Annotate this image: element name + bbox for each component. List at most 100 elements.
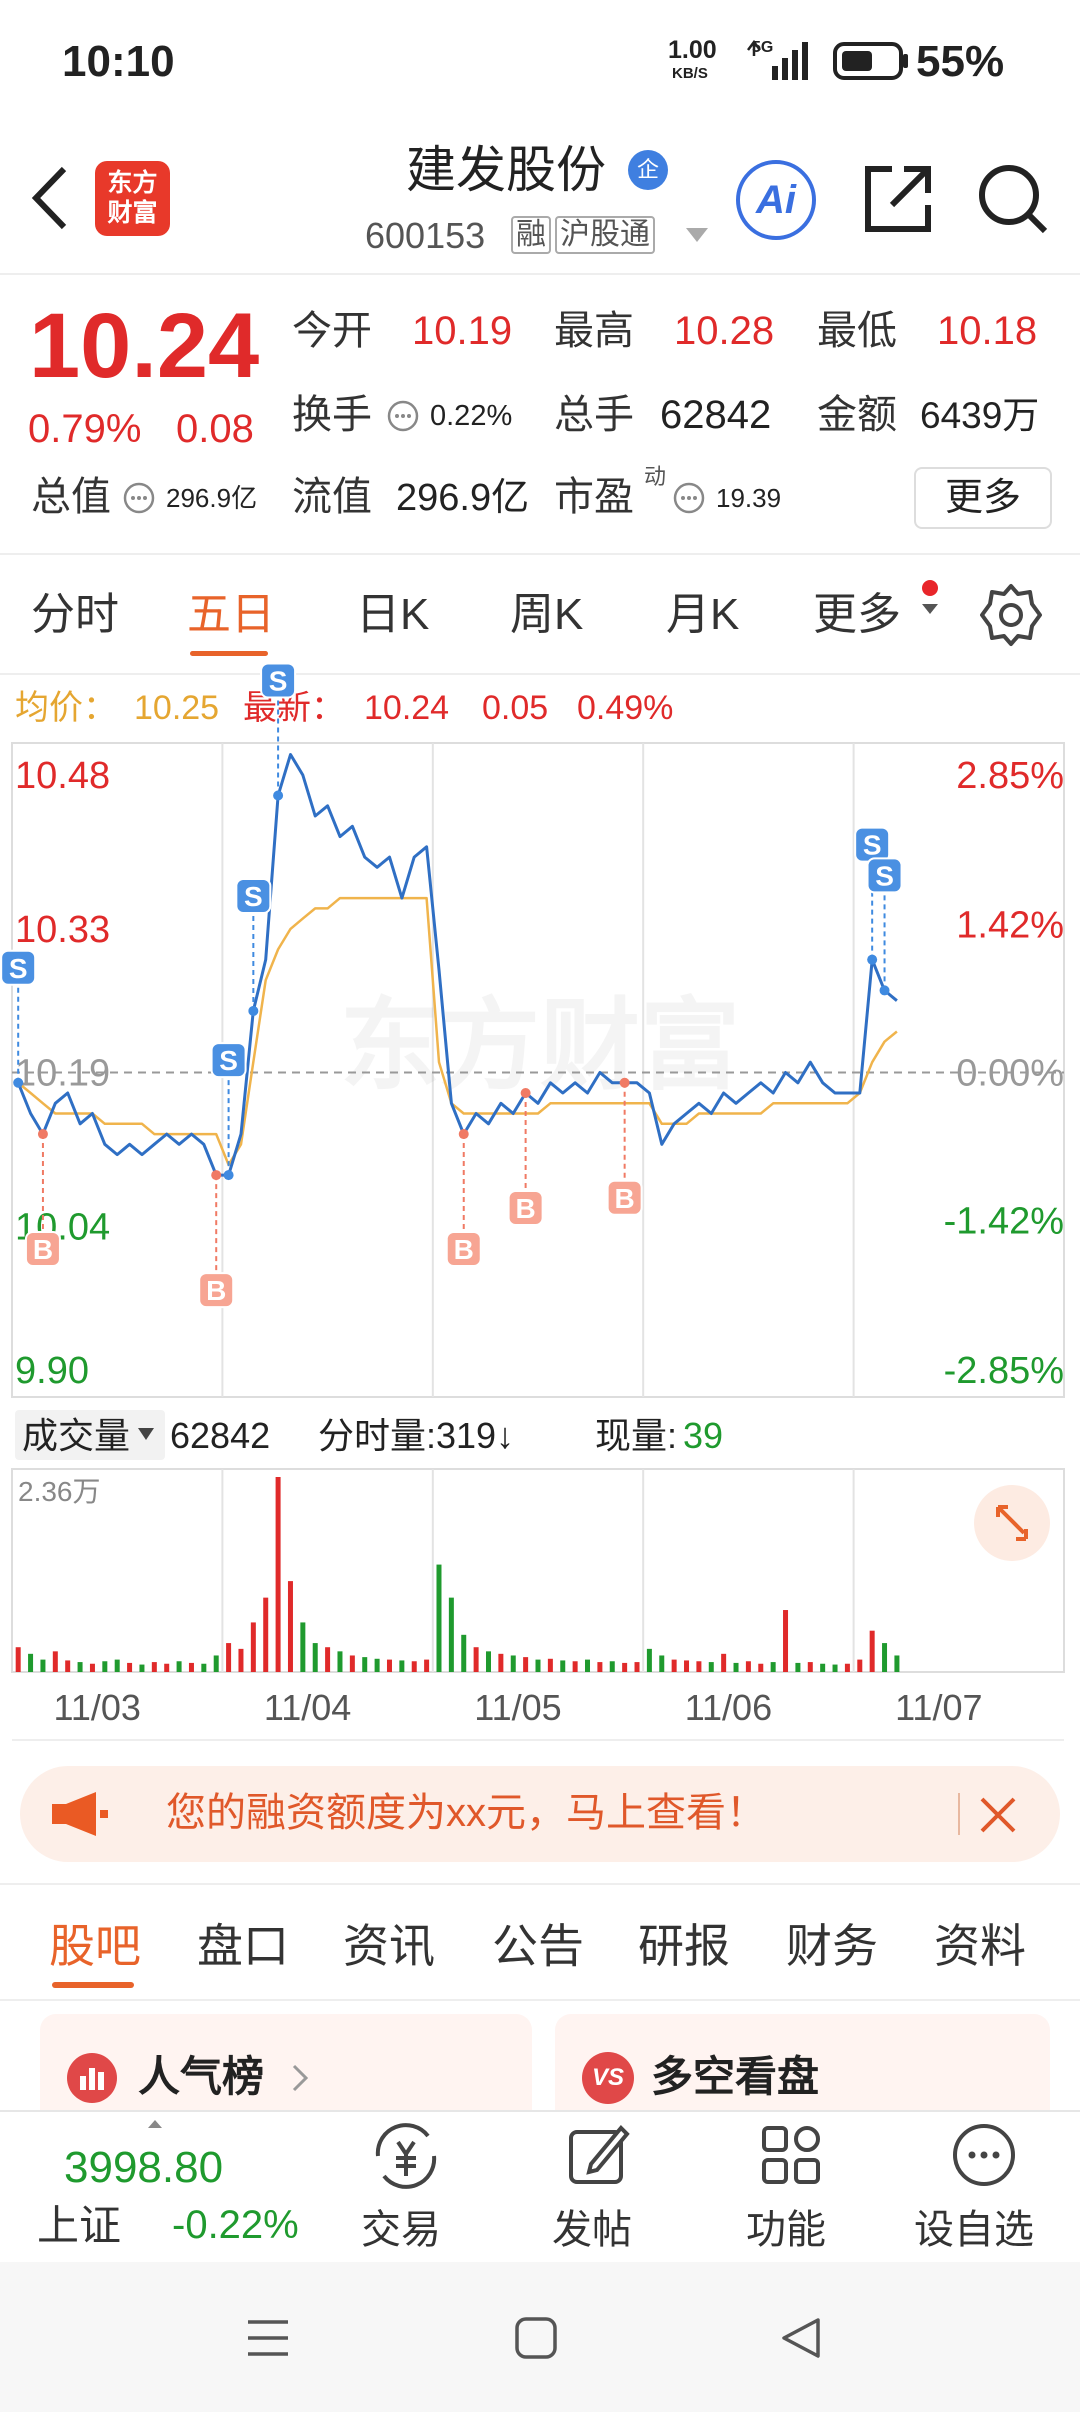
home-key[interactable] xyxy=(514,2316,558,2360)
last-label: 最新： xyxy=(243,689,345,727)
dropdown-arrow[interactable] xyxy=(684,226,710,244)
x-tick-label: 11/06 xyxy=(685,1687,772,1728)
volume-bar xyxy=(250,1622,256,1672)
expand-button[interactable] xyxy=(972,1483,1052,1563)
volume-bar xyxy=(300,1622,306,1672)
info-icon[interactable] xyxy=(122,481,156,515)
period-tab[interactable]: 日K xyxy=(356,590,430,639)
field-label: 总值 xyxy=(31,475,111,519)
search-button[interactable] xyxy=(977,163,1049,235)
signal-point xyxy=(273,790,284,801)
menu-key[interactable] xyxy=(246,2318,290,2358)
signal-label: S xyxy=(863,830,882,861)
signal-point xyxy=(867,954,878,965)
volume-bar xyxy=(40,1659,46,1672)
price-frame xyxy=(11,742,1065,1398)
period-tab-active[interactable]: 五日 xyxy=(187,590,275,639)
back-key[interactable] xyxy=(780,2316,822,2360)
volume-bar xyxy=(176,1661,182,1672)
logo-text: 东方 xyxy=(107,169,158,197)
volume-bar xyxy=(708,1662,714,1672)
settings-button[interactable] xyxy=(978,582,1044,648)
volume-bar xyxy=(287,1581,293,1672)
action-label[interactable]: 设自选 xyxy=(914,2208,1034,2252)
watermark: 东方财富 xyxy=(340,990,740,1102)
signal-badge xyxy=(260,662,297,699)
volume-bar xyxy=(114,1659,120,1672)
volume-bar xyxy=(820,1663,826,1672)
volume-bar xyxy=(733,1662,739,1672)
volume-bar xyxy=(585,1659,591,1672)
signal-badge xyxy=(0,949,37,986)
signal-badge xyxy=(198,1272,235,1309)
action-label[interactable]: 发帖 xyxy=(552,2208,632,2252)
volume-bar xyxy=(844,1663,850,1672)
period-tab[interactable]: 更多 xyxy=(813,590,901,639)
volume-bar xyxy=(461,1634,467,1672)
stock-name: 建发股份 xyxy=(406,142,606,198)
more-button[interactable]: 更多 xyxy=(914,467,1052,529)
signal-badge xyxy=(507,1190,544,1227)
signal-icon xyxy=(747,39,808,80)
signal-point xyxy=(211,1170,222,1181)
price-line xyxy=(16,753,898,1177)
volume-bar xyxy=(139,1664,145,1672)
volume-bar xyxy=(597,1662,603,1672)
content-tab[interactable]: 盘口 xyxy=(197,1920,289,1972)
x-tick-label: 11/03 xyxy=(53,1687,140,1728)
volume-selector[interactable] xyxy=(15,1410,165,1460)
content-tab[interactable]: 公告 xyxy=(492,1920,584,1972)
back-button[interactable] xyxy=(28,165,72,231)
up-arrow xyxy=(148,2120,162,2128)
signal-badge xyxy=(210,1042,247,1079)
signal-label: B xyxy=(516,1193,536,1224)
ai-button[interactable]: Ai xyxy=(736,160,816,240)
period-tab[interactable]: 月K xyxy=(666,590,740,639)
action-label[interactable]: 交易 xyxy=(361,2208,441,2252)
volume-bar xyxy=(275,1477,281,1672)
volume-bar xyxy=(102,1661,108,1672)
content-tab-active[interactable]: 股吧 xyxy=(49,1920,141,1972)
x-tick-label: 11/04 xyxy=(264,1687,351,1728)
signal-point xyxy=(37,1129,48,1140)
volume-bar xyxy=(770,1662,776,1672)
more-indicator xyxy=(922,580,938,614)
volume-bar xyxy=(560,1660,566,1672)
content-tab[interactable]: 资料 xyxy=(934,1920,1026,1972)
last-change: 0.05 xyxy=(482,689,549,727)
close-button[interactable] xyxy=(978,1795,1018,1835)
volume-bar xyxy=(634,1662,640,1672)
chevron xyxy=(292,2064,309,2092)
volume-bar xyxy=(448,1597,454,1672)
info-icon[interactable] xyxy=(386,399,420,433)
volume-total: 62842 xyxy=(170,1415,271,1456)
volume-bar xyxy=(424,1659,430,1672)
y-tick-label: 9.90 xyxy=(15,1350,89,1392)
signal-point xyxy=(619,1077,630,1088)
promo-banner[interactable] xyxy=(20,1766,1060,1862)
volume-bar xyxy=(226,1643,232,1672)
stock-code: 600153 xyxy=(365,215,486,256)
volume-bar xyxy=(721,1653,727,1672)
battery-level: 55% xyxy=(916,37,1005,86)
volume-bar xyxy=(758,1663,764,1672)
share-button[interactable] xyxy=(862,163,934,235)
field-value: 10.18 xyxy=(937,309,1038,353)
app-logo[interactable] xyxy=(95,161,170,236)
period-tab[interactable]: 分时 xyxy=(31,590,119,639)
current-volume-label: 现量: xyxy=(595,1415,678,1456)
period-tab[interactable]: 周K xyxy=(510,590,584,639)
info-icon[interactable] xyxy=(672,481,706,515)
enterprise-badge: 企 xyxy=(628,150,668,190)
field-value: 10.28 xyxy=(674,309,775,353)
net-unit: KB/S xyxy=(672,65,708,82)
content-tab[interactable]: 财务 xyxy=(786,1920,878,1972)
signal-label: S xyxy=(219,1045,238,1076)
volume-bar xyxy=(151,1662,157,1672)
action-label[interactable]: 功能 xyxy=(746,2208,826,2252)
content-tab[interactable]: 资讯 xyxy=(343,1920,435,1972)
field-label: 最低 xyxy=(817,309,897,353)
content-tab[interactable]: 研报 xyxy=(638,1920,730,1972)
volume-bar xyxy=(857,1659,863,1672)
current-volume: 39 xyxy=(683,1415,724,1456)
